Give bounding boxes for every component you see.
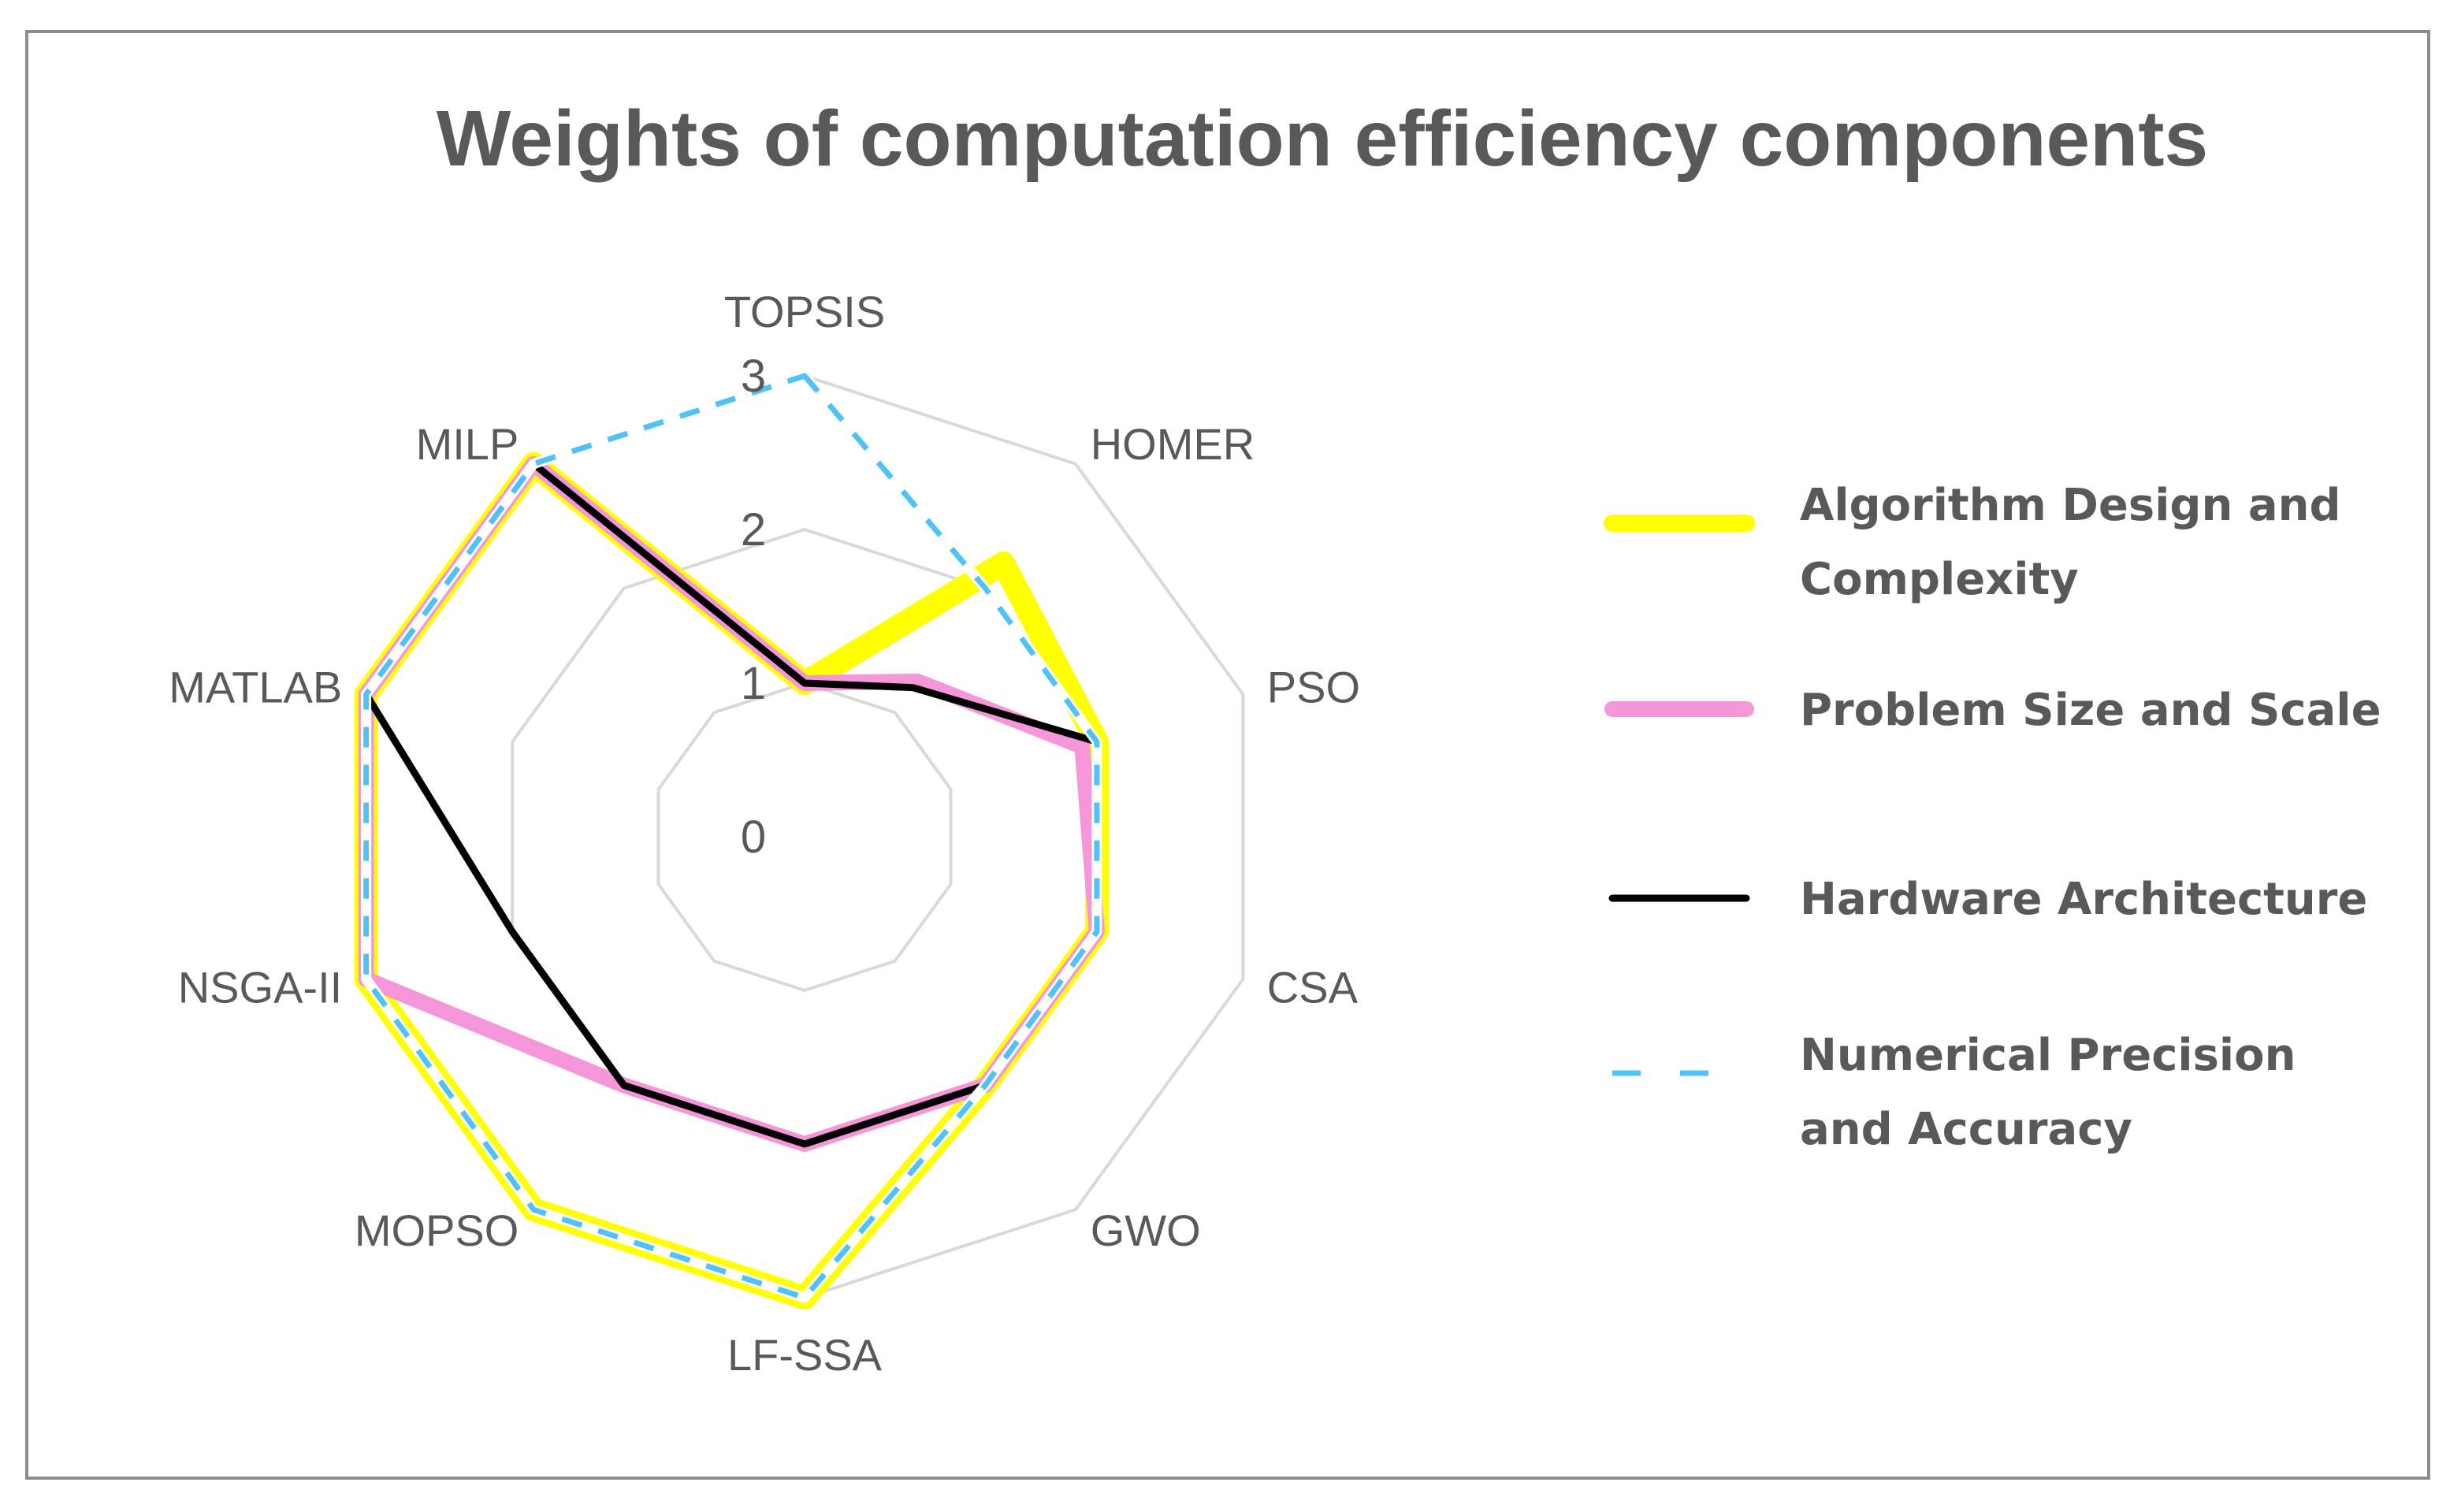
legend-label: Problem Size and Scale <box>1800 685 2381 736</box>
legend-entry-hardware-architecture: Hardware Architecture <box>1608 874 2367 925</box>
category-label-csa: CSA <box>1267 963 1359 1012</box>
tick-label-3: 3 <box>741 351 766 402</box>
grid-ring-1 <box>656 681 953 993</box>
radar-chart: Weights of computation efficiency compon… <box>169 95 2381 1380</box>
category-label-mopso: MOPSO <box>355 1206 519 1255</box>
series-line-numerical-precision-and-accuracy <box>363 373 1100 1301</box>
category-labels: TOPSIS HOMER PSO CSA GWO LF-SSA MOPSO NSGA-II MA… <box>169 287 1360 1380</box>
category-label-pso: PSO <box>1267 662 1360 711</box>
category-label-homer: HOMER <box>1091 419 1255 469</box>
axis-tick-labels: 0 1 2 3 <box>741 351 766 863</box>
category-label-gwo: GWO <box>1091 1206 1201 1255</box>
legend-entry-algorithm-design-and-complexity: Algorithm Design and Complexity <box>1604 480 2341 605</box>
legend-entry-problem-size-and-scale: Problem Size and Scale <box>1604 685 2381 736</box>
chart-title: Weights of computation efficiency compon… <box>437 95 2208 183</box>
tick-label-0: 0 <box>741 812 766 863</box>
tick-label-1: 1 <box>741 658 766 709</box>
category-label-nsga-ii: NSGA-II <box>178 963 342 1012</box>
chart-frame: Weights of computation efficiency compon… <box>25 30 2430 1480</box>
legend-label: Numerical Precision and Accuracy <box>1800 1030 2296 1155</box>
legend: Algorithm Design and Complexity Problem Si… <box>1604 480 2381 1155</box>
tick-label-2: 2 <box>741 504 766 555</box>
radar-series <box>354 370 1109 1310</box>
category-label-matlab: MATLAB <box>169 662 342 711</box>
category-label-milp: MILP <box>416 419 519 469</box>
series-outline-numerical-precision-and-accuracy <box>361 370 1102 1303</box>
category-label-topsis: TOPSIS <box>724 287 885 336</box>
legend-label: Algorithm Design and Complexity <box>1800 480 2341 605</box>
category-label-lf-ssa: LF-SSA <box>727 1330 883 1380</box>
legend-label: Hardware Architecture <box>1800 874 2367 925</box>
legend-entry-numerical-precision-and-accuracy: Numerical Precision and Accuracy <box>1612 1030 2296 1155</box>
